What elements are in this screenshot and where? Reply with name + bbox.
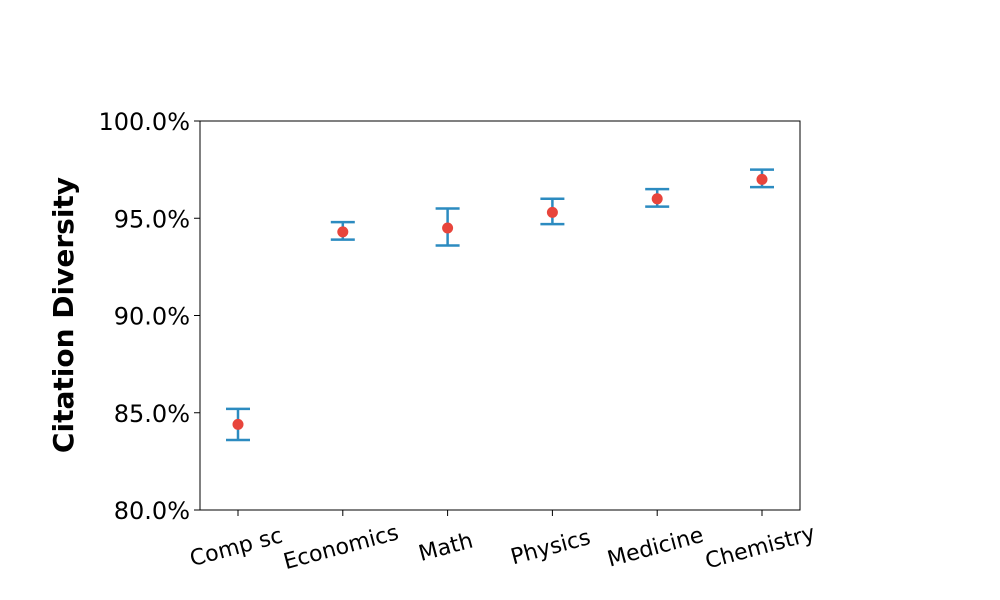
error-bars <box>226 168 774 442</box>
x-tick-label: Chemistry <box>703 521 818 574</box>
x-tick-label: Economics <box>281 520 401 575</box>
y-tick-label: 90.0% <box>114 303 190 331</box>
y-tick-label: 85.0% <box>114 400 190 428</box>
y-axis-title: Citation Diversity <box>47 177 80 453</box>
plot-area-frame <box>199 120 801 511</box>
y-tick-label: 80.0% <box>114 497 190 525</box>
y-tick-label: 100.0% <box>98 108 190 136</box>
x-tick-label: Physics <box>508 525 593 570</box>
data-point <box>756 173 768 185</box>
data-point <box>232 418 244 430</box>
data-point <box>651 193 663 205</box>
y-axis-ticks: 80.0% 85.0% 90.0% 95.0% 100.0% <box>98 108 200 525</box>
data-point <box>442 222 454 234</box>
data-points <box>232 173 768 430</box>
data-point <box>546 206 558 218</box>
x-tick-label: Medicine <box>605 523 706 573</box>
y-tick-label: 95.0% <box>114 205 190 233</box>
data-point <box>337 226 349 238</box>
x-tick-label: Math <box>416 529 476 567</box>
x-tick-label: Comp sc <box>187 523 285 572</box>
